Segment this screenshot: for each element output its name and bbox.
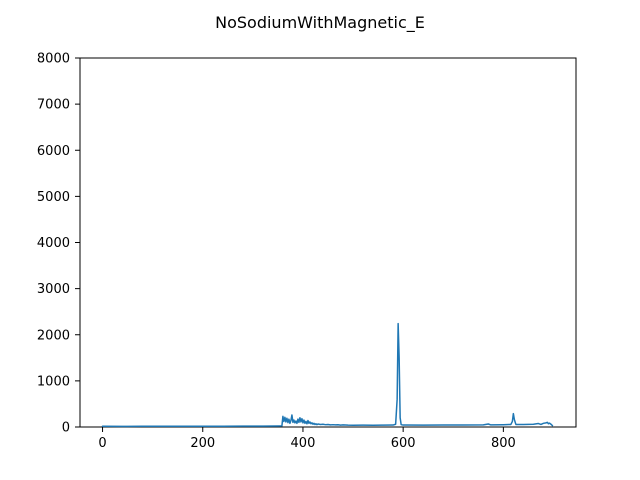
y-tick-label: 8000 [37,52,70,67]
x-tick-label: 200 [190,436,215,451]
y-tick-label: 3000 [37,282,70,297]
chart-title: NoSodiumWithMagnetic_E [215,13,425,33]
y-tick-label: 1000 [37,374,70,389]
x-tick-label: 0 [98,436,106,451]
y-tick-label: 4000 [37,236,70,251]
series-line-1 [101,322,554,428]
axes: 0 200 400 600 800010002000300040005000600070… [37,52,577,451]
x-tick-label: 400 [291,436,316,451]
y-tick-label: 6000 [37,144,70,159]
series-layer [101,322,554,428]
y-tick-label: 5000 [37,190,70,205]
y-tick-label: 7000 [37,98,70,113]
x-tick-label: 600 [391,436,416,451]
y-tick-label: 2000 [37,328,70,343]
y-tick-label: 0 [62,421,70,436]
x-tick-label: 800 [491,436,516,451]
